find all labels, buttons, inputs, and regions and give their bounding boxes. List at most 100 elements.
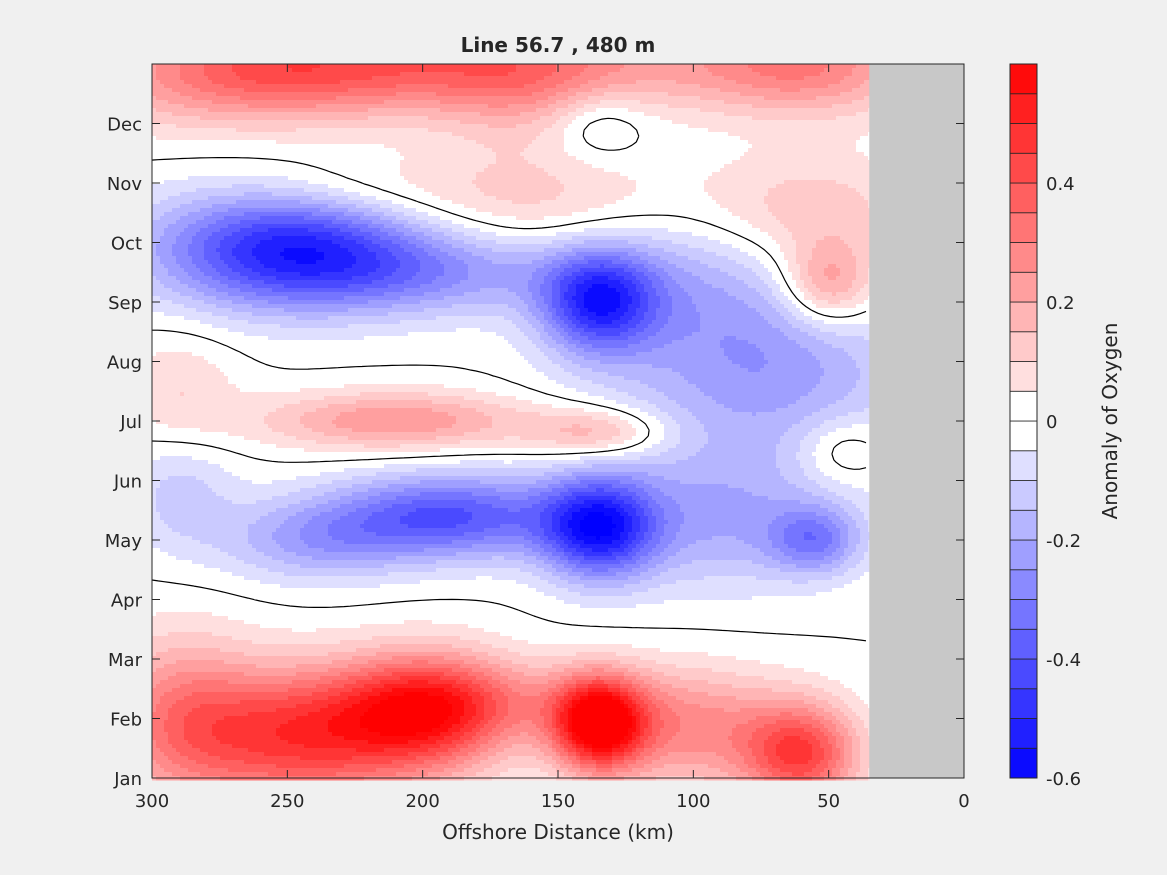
contour-cell [580,88,585,93]
contour-cell [864,164,869,169]
contour-cell [680,160,685,165]
contour-cell [736,140,741,145]
contour-cell [248,80,253,85]
contour-cell [548,140,553,145]
contour-cell [472,64,477,69]
contour-cell [720,88,725,93]
contour-cell [476,144,481,149]
contour-cell [504,76,509,81]
contour-cell [404,168,409,173]
contour-cell [292,172,297,177]
contour-cell [640,112,645,117]
contour-cell [512,120,517,125]
contour-cell [808,80,813,85]
contour-cell [408,160,413,165]
contour-cell [792,80,797,85]
contour-cell [572,88,577,93]
contour-cell [516,116,521,121]
contour-cell [664,116,669,121]
contour-cell [408,92,413,97]
contour-cell [792,144,797,149]
contour-cell [672,124,677,129]
contour-cell [660,172,665,177]
contour-cell [184,116,189,121]
contour-cell [248,164,253,169]
contour-cell [348,144,353,149]
contour-cell [784,88,789,93]
contour-cell [588,124,593,129]
contour-cell [160,64,165,69]
contour-cell [388,116,393,121]
contour-cell [492,164,497,169]
contour-cell [576,84,581,89]
contour-cell [224,84,229,89]
contour-cell [844,132,849,137]
contour-cell [276,144,281,149]
contour-cell [200,92,205,97]
contour-cell [488,68,493,73]
contour-cell [320,100,325,105]
contour-cell [680,92,685,97]
contour-cell [288,96,293,101]
contour-cell [496,80,501,85]
contour-cell [488,132,493,137]
contour-cell [544,112,549,117]
contour-cell [704,80,709,85]
contour-cell [512,172,517,177]
contour-cell [572,68,577,73]
contour-cell [560,136,565,141]
contour-cell [704,96,709,101]
contour-cell [328,156,333,161]
contour-cell [460,160,465,165]
contour-cell [208,128,213,133]
contour-cell [700,140,705,145]
contour-cell [304,132,309,137]
contour-cell [644,88,649,93]
contour-cell [384,172,389,177]
contour-cell [748,84,753,89]
contour-cell [536,136,541,141]
contour-cell [736,160,741,165]
contour-cell [648,68,653,73]
contour-cell [396,96,401,101]
contour-cell [860,64,865,69]
contour-cell [464,84,469,89]
contour-cell [604,84,609,89]
contour-cell [772,148,777,153]
contour-cell [720,144,725,149]
contour-cell [480,116,485,121]
contour-cell [612,84,617,89]
contour-cell [632,152,637,157]
contour-cell [828,140,833,145]
contour-cell [580,96,585,101]
contour-cell [464,164,469,169]
contour-cell [160,72,165,77]
contour-cell [200,160,205,165]
contour-cell [832,140,837,145]
contour-cell [572,116,577,121]
contour-cell [548,156,553,161]
contour-cell [412,172,417,177]
contour-cell [328,160,333,165]
contour-cell [232,136,237,141]
contour-cell [764,152,769,157]
contour-cell [492,152,497,157]
contour-cell [600,164,605,169]
contour-cell [172,100,177,105]
contour-cell [768,104,773,109]
contour-cell [200,164,205,169]
contour-cell [204,100,209,105]
contour-cell [180,152,185,157]
contour-cell [200,124,205,129]
contour-cell [580,112,585,117]
contour-cell [540,164,545,169]
contour-cell [372,152,377,157]
contour-cell [840,76,845,81]
contour-cell [680,108,685,113]
contour-cell [468,160,473,165]
contour-cell [256,172,261,177]
contour-cell [444,104,449,109]
contour-cell [736,68,741,73]
contour-cell [508,104,513,109]
contour-cell [208,136,213,141]
